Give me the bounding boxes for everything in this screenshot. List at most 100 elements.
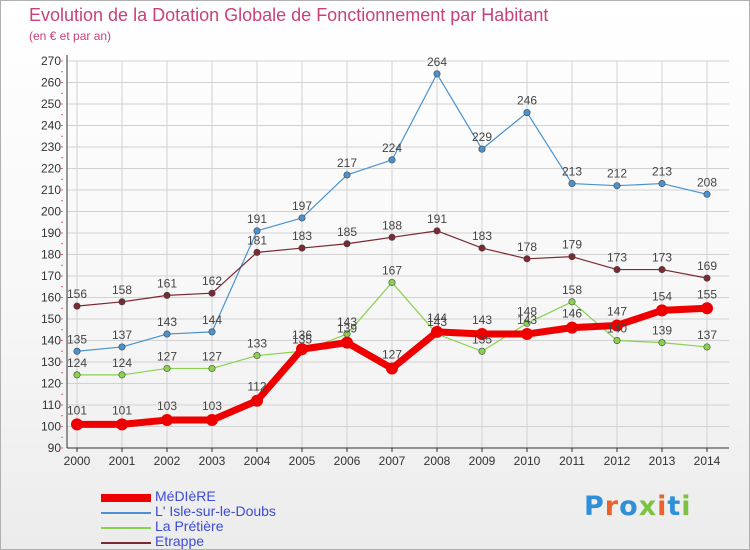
data-label: 158 — [112, 283, 132, 297]
legend-label: La Prétière — [155, 518, 224, 534]
data-point — [703, 274, 711, 282]
data-point — [71, 418, 83, 431]
data-label: 197 — [292, 199, 312, 213]
data-point — [433, 227, 441, 235]
x-tick-label: 2012 — [604, 454, 631, 468]
data-point — [658, 266, 666, 274]
data-point — [388, 278, 396, 286]
data-point — [703, 190, 711, 198]
data-point — [208, 289, 216, 297]
y-tick-label: 220 — [41, 162, 61, 176]
data-label: 246 — [517, 94, 537, 108]
x-tick-label: 2002 — [154, 454, 181, 468]
data-point — [388, 156, 396, 164]
data-point — [253, 227, 261, 235]
x-tick-label: 2007 — [379, 454, 406, 468]
data-point — [476, 328, 488, 341]
x-tick-label: 2003 — [199, 454, 226, 468]
x-tick-label: 2004 — [244, 454, 271, 468]
data-label: 173 — [607, 251, 627, 265]
legend-label: L' Isle-sur-le-Doubs — [155, 503, 276, 519]
data-label: 178 — [517, 240, 537, 254]
data-point — [73, 347, 81, 355]
data-label: 213 — [562, 165, 582, 179]
data-point — [658, 180, 666, 188]
data-point — [703, 343, 711, 351]
data-label: 143 — [427, 315, 447, 329]
data-point — [566, 321, 578, 334]
data-point — [523, 255, 531, 263]
data-point — [478, 347, 486, 355]
series-3 — [71, 302, 713, 431]
data-label: 101 — [67, 403, 87, 417]
data-point — [253, 352, 261, 360]
y-tick-label: 240 — [41, 119, 61, 133]
legend-swatch — [101, 542, 151, 544]
data-label: 127 — [202, 349, 222, 363]
x-tick-label: 2014 — [694, 454, 721, 468]
data-label: 224 — [382, 141, 402, 155]
data-point — [253, 248, 261, 256]
y-tick-label: 130 — [41, 355, 61, 369]
legend-swatch — [101, 527, 151, 529]
data-point — [341, 336, 353, 349]
data-label: 147 — [607, 304, 627, 318]
series-layer — [71, 70, 713, 431]
data-label: 112 — [247, 380, 266, 394]
data-point — [298, 244, 306, 252]
data-label: 124 — [112, 356, 132, 370]
data-point — [478, 244, 486, 252]
data-label: 143 — [517, 313, 537, 327]
grid-lines — [67, 60, 729, 449]
data-point — [611, 319, 623, 332]
data-label: 181 — [247, 233, 267, 247]
y-tick-label: 120 — [41, 377, 61, 391]
data-label: 143 — [472, 313, 492, 327]
data-point — [521, 328, 533, 341]
y-tick-label: 190 — [41, 226, 61, 240]
y-tick-label: 250 — [41, 97, 61, 111]
y-tick-label: 170 — [41, 269, 61, 283]
data-point — [208, 328, 216, 336]
data-label: 148 — [517, 304, 537, 318]
y-tick-label: 90 — [48, 441, 62, 455]
logo-letter: x — [638, 491, 658, 522]
data-label: 229 — [472, 130, 492, 144]
data-point — [116, 418, 128, 431]
data-point — [163, 330, 171, 338]
data-label: 101 — [112, 403, 132, 417]
data-label: 140 — [607, 322, 627, 336]
data-label: 135 — [472, 332, 492, 346]
data-label: 124 — [67, 356, 87, 370]
y-tick-label: 180 — [41, 248, 61, 262]
data-point — [656, 304, 668, 317]
data-label: 133 — [247, 337, 267, 351]
data-point — [433, 70, 441, 78]
data-label: 136 — [292, 328, 312, 342]
data-point — [251, 394, 263, 407]
data-label: 154 — [652, 289, 672, 303]
y-tick-label: 200 — [41, 205, 61, 219]
data-label: 183 — [472, 229, 492, 243]
data-label: 155 — [697, 287, 717, 301]
data-point — [523, 109, 531, 117]
data-point — [343, 240, 351, 248]
x-tick-label: 2009 — [469, 454, 496, 468]
chart-subtitle: (en € et par an) — [29, 29, 112, 43]
data-point — [296, 343, 308, 356]
data-label: 183 — [292, 229, 312, 243]
data-label: 139 — [337, 322, 357, 336]
data-point — [118, 343, 126, 351]
data-point — [568, 253, 576, 261]
data-label: 135 — [67, 332, 87, 346]
data-point — [163, 364, 171, 372]
data-label: 191 — [247, 212, 267, 226]
data-label: 103 — [202, 399, 222, 413]
x-tick-label: 2011 — [559, 454, 585, 468]
data-point — [73, 371, 81, 379]
x-tick-label: 2006 — [334, 454, 361, 468]
data-label: 167 — [382, 263, 402, 277]
data-label: 103 — [157, 399, 177, 413]
data-label: 143 — [157, 315, 177, 329]
